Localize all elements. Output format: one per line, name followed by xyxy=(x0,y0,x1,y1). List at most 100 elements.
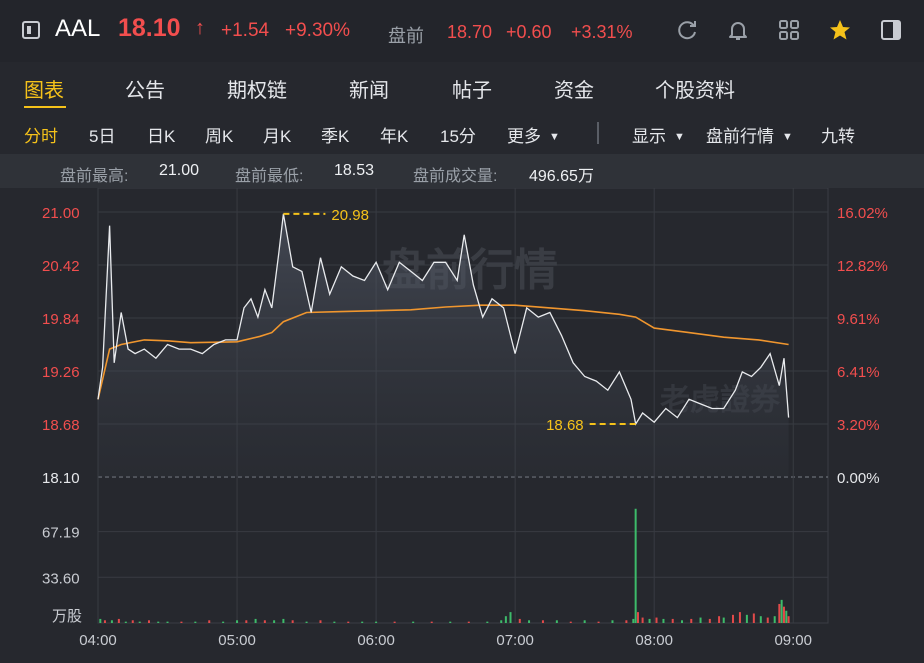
period-weekly[interactable]: 周K xyxy=(205,127,234,146)
volume-bar xyxy=(583,620,586,623)
tab-profile[interactable]: 个股资料 xyxy=(655,80,735,102)
tab-capital-flow[interactable]: 资金 xyxy=(554,80,594,102)
period-5d[interactable]: 5日 xyxy=(89,127,116,146)
volume-bar xyxy=(412,621,415,623)
toolbar-divider xyxy=(597,122,599,144)
volume-bar xyxy=(759,616,762,623)
volume-bar xyxy=(569,621,572,623)
volume-bar xyxy=(745,614,748,623)
price-change-pct: +9.30% xyxy=(285,20,350,41)
volume-bar xyxy=(766,617,769,623)
premarket-change-pct: +3.31% xyxy=(571,22,633,42)
panel-icon[interactable] xyxy=(879,18,903,42)
period-yearly[interactable]: 年K xyxy=(380,127,409,146)
time-tick-label: 07:00 xyxy=(496,632,534,649)
grid-icon[interactable] xyxy=(777,18,801,42)
volume-bar xyxy=(393,621,396,623)
time-tick-label: 06:00 xyxy=(357,632,395,649)
volume-bar xyxy=(273,620,276,623)
time-tick-label: 09:00 xyxy=(774,632,812,649)
refresh-icon[interactable] xyxy=(675,18,699,42)
last-price: 18.10 xyxy=(118,14,181,42)
sidebar-toggle-icon[interactable] xyxy=(22,21,40,39)
volume-bar xyxy=(124,621,127,623)
period-daily[interactable]: 日K xyxy=(147,127,176,146)
volume-bar xyxy=(467,621,470,623)
volume-bar xyxy=(722,617,725,623)
time-tick-label: 04:00 xyxy=(79,632,117,649)
period-15min[interactable]: 15分 xyxy=(440,127,476,146)
volume-bar xyxy=(541,620,544,623)
active-tab-indicator xyxy=(24,106,66,108)
volume-bar xyxy=(430,621,433,623)
volume-bar xyxy=(180,621,183,623)
volume-bar xyxy=(347,621,350,623)
period-monthly[interactable]: 月K xyxy=(263,127,292,146)
average-price-line xyxy=(97,304,789,400)
tab-chart[interactable]: 图表 xyxy=(24,80,64,102)
volume-bar xyxy=(738,612,741,623)
volume-bar xyxy=(305,621,308,623)
tab-news[interactable]: 新闻 xyxy=(349,80,389,102)
chevron-down-icon: ▼ xyxy=(549,131,560,143)
price-change: +1.54 xyxy=(221,20,270,41)
volume-bar xyxy=(245,620,248,623)
low-marker-label: 18.68 xyxy=(546,417,584,434)
volume-bar xyxy=(625,620,628,623)
time-tick-label: 08:00 xyxy=(635,632,673,649)
volume-bar xyxy=(282,618,285,623)
ticker-symbol: AAL xyxy=(55,15,101,42)
main-tabs: 图表 公告 期权链 新闻 帖子 资金 个股资料 xyxy=(0,62,924,110)
volume-bar xyxy=(773,616,776,623)
volume-bar xyxy=(361,621,364,623)
pct-tick-label: 0.00% xyxy=(837,470,880,487)
tab-posts[interactable]: 帖子 xyxy=(452,80,492,102)
pct-tick-label: 3.20% xyxy=(837,417,880,434)
volume-bar xyxy=(780,599,783,623)
tab-announcements[interactable]: 公告 xyxy=(125,80,165,102)
volume-bar xyxy=(504,616,507,623)
volume-bar xyxy=(99,618,102,623)
volume-bar xyxy=(131,620,134,623)
high-marker-label: 20.98 xyxy=(331,207,369,224)
volume-bar xyxy=(291,620,294,623)
volume-bar xyxy=(449,621,452,623)
display-dropdown[interactable]: 显示 ▼ xyxy=(632,122,685,147)
bell-icon[interactable] xyxy=(726,18,750,42)
volume-bar xyxy=(787,616,790,623)
volume-bar xyxy=(222,621,225,623)
volume-value: 496.65万 xyxy=(529,168,594,185)
high-label: 盘前最高: xyxy=(60,168,129,185)
period-quarterly[interactable]: 季K xyxy=(321,127,350,146)
price-tick-label: 21.00 xyxy=(42,205,80,222)
price-tick-label: 19.26 xyxy=(42,364,80,381)
volume-bar xyxy=(699,617,702,623)
axis-labels: 21.00 20.42 19.84 19.26 18.68 18.10 16.02% 12.8… xyxy=(42,205,888,649)
session-dropdown[interactable]: 盘前行情 ▼ xyxy=(706,122,793,147)
low-value: 18.53 xyxy=(334,162,375,179)
star-icon[interactable] xyxy=(828,18,852,42)
volume-bar xyxy=(782,606,785,623)
volume-bar xyxy=(518,618,521,623)
price-tick-label: 19.84 xyxy=(42,311,80,328)
price-tick-label: 18.68 xyxy=(42,417,80,434)
nine-turn-toggle[interactable]: 九转 xyxy=(821,127,855,146)
session-label: 盘前行情 xyxy=(706,127,774,146)
volume-bar xyxy=(500,620,503,623)
period-intraday[interactable]: 分时 xyxy=(24,127,58,146)
tab-options-chain[interactable]: 期权链 xyxy=(227,80,287,102)
volume-bar xyxy=(662,618,665,623)
pct-tick-label: 12.82% xyxy=(837,258,888,275)
volume-bar xyxy=(671,618,674,623)
price-tick-label: 20.42 xyxy=(42,258,80,275)
more-label: 更多 xyxy=(507,127,541,146)
volume-bar xyxy=(509,612,512,623)
volume-bar xyxy=(166,621,169,623)
premarket-change: +0.60 xyxy=(506,22,552,42)
volume-bar xyxy=(486,621,489,623)
more-dropdown[interactable]: 更多 ▼ xyxy=(507,122,560,147)
volume-bar xyxy=(632,618,635,623)
volume-bar xyxy=(147,620,150,623)
volume-bar xyxy=(731,614,734,623)
